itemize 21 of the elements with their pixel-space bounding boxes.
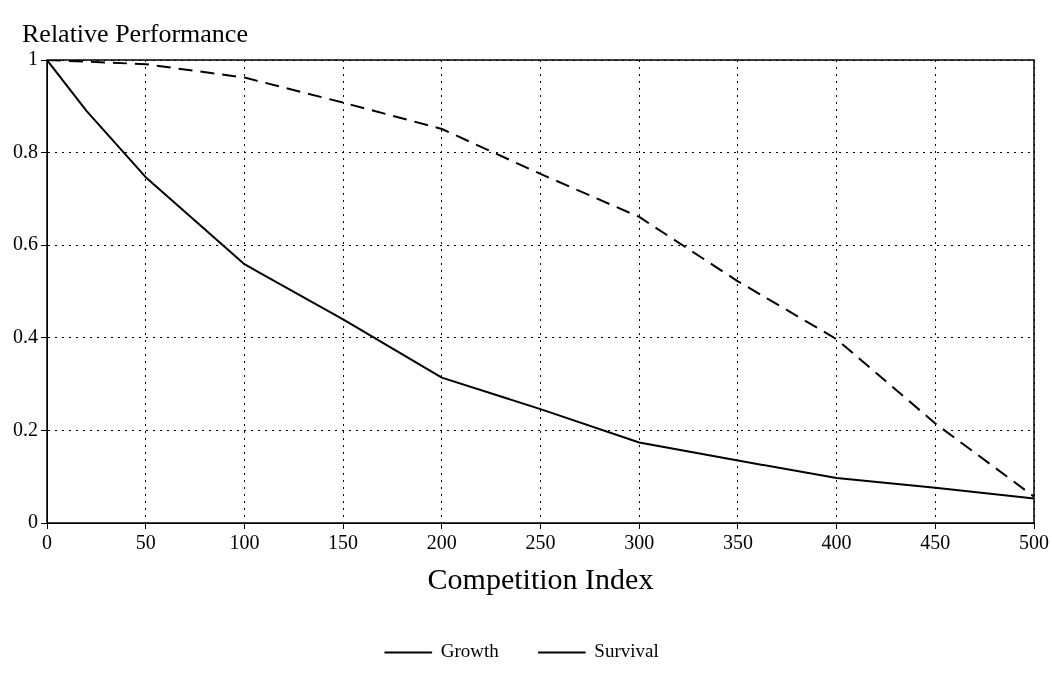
x-tick-label: 450 <box>920 531 951 554</box>
x-tick-label: 300 <box>624 531 655 554</box>
x-tick-label: 100 <box>229 531 260 554</box>
x-tick-label: 350 <box>722 531 753 554</box>
y-tick-label: 0 <box>28 510 38 533</box>
x-tick-label: 400 <box>821 531 852 554</box>
x-tick-label: 150 <box>328 531 359 554</box>
y-tick-label: 0.8 <box>13 139 38 162</box>
x-tick-label: 200 <box>426 531 457 554</box>
legend-label: Growth <box>440 640 500 662</box>
x-axis-title: Competition Index <box>427 561 654 595</box>
y-tick-label: 0.6 <box>13 232 38 255</box>
x-tick-label: 250 <box>525 531 556 554</box>
y-tick-label: 0.2 <box>13 417 38 440</box>
x-tick-label: 50 <box>135 531 156 554</box>
x-tick-label: 0 <box>42 531 52 554</box>
y-tick-label: 0.4 <box>13 325 38 348</box>
y-tick-label: 1 <box>28 47 38 70</box>
legend-label: Survival <box>594 640 659 662</box>
x-tick-label: 500 <box>1019 531 1049 554</box>
y-axis-title: Relative Performance <box>22 18 248 48</box>
